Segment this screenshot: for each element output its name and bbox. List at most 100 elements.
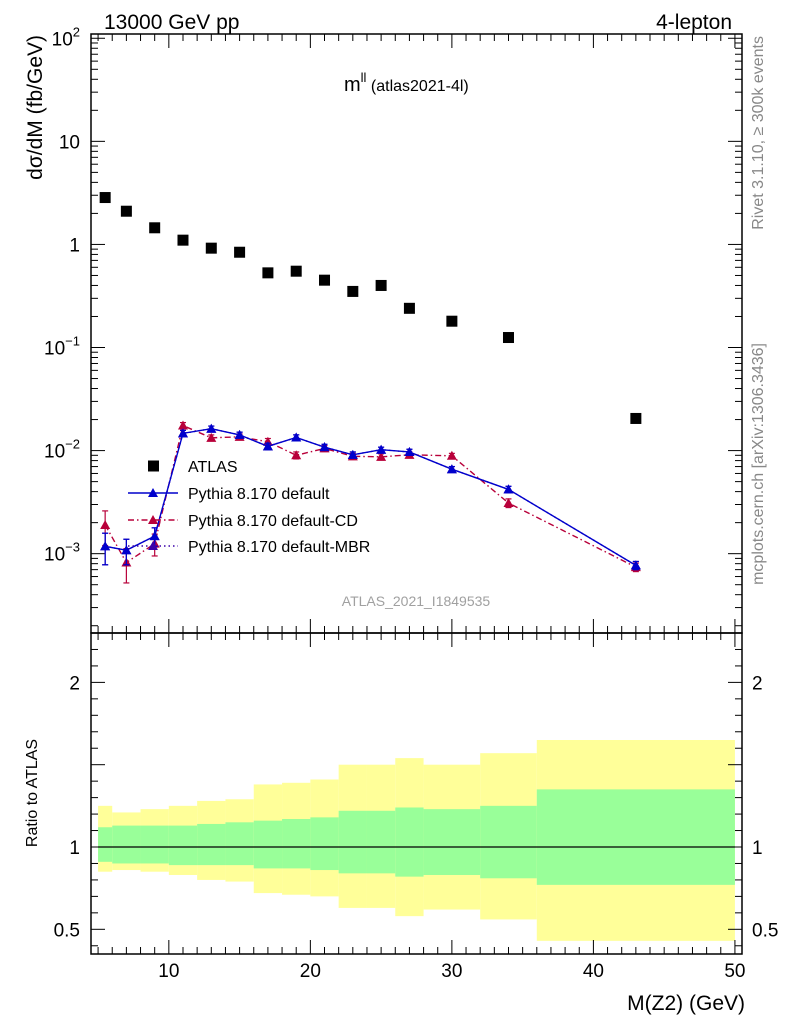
side-text-bottom: mcplots.cern.ch [arXiv:1306.3436] bbox=[750, 343, 767, 585]
y-axis-title: dσ/dM (fb/GeV) bbox=[24, 35, 47, 180]
ratio-band-inner-1 bbox=[112, 825, 141, 864]
data-point bbox=[177, 428, 188, 438]
y-tick-label: 10−1 bbox=[44, 334, 80, 360]
series-1 bbox=[100, 423, 641, 571]
ratio-panel-frame bbox=[90, 632, 743, 955]
data-point bbox=[205, 242, 217, 254]
legend-label: Pythia 8.170 default-MBR bbox=[188, 539, 370, 556]
y-tick-label: 10−3 bbox=[44, 540, 80, 566]
y-tick-label: 10 bbox=[59, 132, 80, 153]
ratio-y-tick-label-left: 0.5 bbox=[54, 920, 80, 941]
legend: ATLAS Pythia 8.170 default Pythia 8.170 de… bbox=[128, 459, 370, 556]
panel-title-main: m bbox=[344, 74, 361, 96]
header-right: 4-lepton bbox=[656, 11, 732, 34]
data-point bbox=[234, 246, 246, 258]
ratio-band-inner-8 bbox=[310, 817, 339, 871]
series-2 bbox=[100, 420, 641, 584]
series-3 bbox=[100, 423, 641, 571]
ratio-y-tick-label-left: 1 bbox=[69, 838, 80, 859]
x-tick-label: 50 bbox=[724, 961, 745, 982]
data-point bbox=[291, 432, 302, 442]
ratio-band-inner-0 bbox=[98, 827, 113, 862]
ratio-band-inner-13 bbox=[480, 805, 537, 879]
series-line-1 bbox=[105, 428, 637, 566]
data-point bbox=[262, 441, 273, 451]
ratio-y-axis-title: Ratio to ATLAS bbox=[24, 739, 41, 847]
data-point bbox=[290, 265, 302, 277]
panel-title-tail: (atlas2021-4l) bbox=[366, 78, 468, 95]
ratio-y-tick-label-right: 1 bbox=[752, 838, 763, 859]
data-point bbox=[206, 423, 217, 433]
legend-label: Pythia 8.170 default bbox=[188, 486, 330, 503]
ratio-band-inner-6 bbox=[253, 820, 283, 869]
data-point bbox=[347, 449, 358, 459]
legend-label: Pythia 8.170 default-CD bbox=[188, 513, 358, 530]
ratio-band-inner-7 bbox=[282, 819, 311, 869]
data-point bbox=[404, 446, 415, 456]
data-point bbox=[446, 450, 457, 460]
data-point bbox=[234, 429, 245, 439]
data-point bbox=[502, 332, 514, 344]
ratio-y-tick-label-right: 0.5 bbox=[752, 920, 778, 941]
ratio-panel: 10 20 30 40 50 2 2 1 1 0.5 0.5 Ratio to ATLAS M(Z2… bbox=[24, 632, 778, 1015]
data-point bbox=[375, 279, 387, 291]
x-axis-title: M(Z2) (GeV) bbox=[627, 992, 745, 1015]
data-point bbox=[100, 541, 111, 551]
ratio-band-inner-10 bbox=[366, 810, 396, 874]
y-tick-label: 1 bbox=[69, 235, 80, 256]
ratio-y-tick-label-left: 2 bbox=[69, 673, 80, 694]
data-point bbox=[149, 222, 161, 234]
data-point bbox=[149, 531, 160, 541]
side-text-top: Rivet 3.1.10, ≥ 300k events bbox=[750, 36, 767, 230]
data-point bbox=[503, 484, 514, 494]
x-tick-label: 40 bbox=[583, 961, 604, 982]
ratio-band-inner-5 bbox=[225, 822, 254, 866]
legend-marker bbox=[148, 541, 158, 550]
ratio-band-inner-12 bbox=[423, 809, 481, 875]
data-point bbox=[177, 420, 188, 430]
ratio-band-inner-14 bbox=[536, 789, 735, 885]
data-point bbox=[99, 192, 111, 204]
legend-label: ATLAS bbox=[188, 459, 238, 476]
legend-marker bbox=[148, 460, 159, 472]
data-point bbox=[319, 274, 331, 286]
series-line-2 bbox=[104, 424, 637, 568]
panel-title-sup: ll bbox=[361, 70, 367, 85]
x-tick-label: 30 bbox=[441, 961, 462, 982]
analysis-watermark: ATLAS_2021_I1849535 bbox=[342, 593, 491, 609]
header-left: 13000 GeV pp bbox=[104, 11, 239, 34]
data-point bbox=[446, 464, 457, 474]
ratio-band-inner-2 bbox=[140, 825, 169, 864]
legend-marker bbox=[148, 488, 158, 497]
ratio-band-inner-9 bbox=[338, 810, 367, 874]
x-tick-label: 10 bbox=[158, 961, 179, 982]
data-point bbox=[376, 451, 387, 461]
y-tick-label: 10−2 bbox=[44, 437, 80, 463]
data-point bbox=[630, 560, 641, 570]
ratio-band-inner-11 bbox=[395, 807, 424, 877]
data-point bbox=[319, 442, 330, 452]
data-point bbox=[403, 302, 415, 314]
series-atlas bbox=[99, 192, 642, 424]
main-panel: dσ/dM (fb/GeV) mll (atlas2021-4l) ATLAS_… bbox=[24, 24, 743, 634]
x-tick-label: 20 bbox=[300, 961, 321, 982]
data-point bbox=[262, 267, 274, 279]
data-point bbox=[291, 450, 302, 460]
data-point bbox=[630, 412, 642, 424]
data-point bbox=[120, 205, 132, 217]
ratio-band-inner-3 bbox=[168, 825, 198, 866]
panel-title: mll (atlas2021-4l) bbox=[344, 70, 469, 96]
data-point bbox=[503, 498, 514, 508]
series-line-3 bbox=[105, 428, 637, 566]
ratio-band-inner-4 bbox=[197, 823, 226, 866]
data-point bbox=[100, 519, 111, 529]
ratio-y-tick-label-right: 2 bbox=[752, 673, 763, 694]
legend-marker bbox=[148, 515, 158, 524]
data-point bbox=[376, 444, 387, 454]
data-point bbox=[206, 432, 217, 442]
data-point bbox=[121, 545, 132, 555]
data-point bbox=[446, 315, 458, 327]
y-tick-label: 102 bbox=[52, 24, 80, 50]
data-point bbox=[177, 234, 189, 246]
